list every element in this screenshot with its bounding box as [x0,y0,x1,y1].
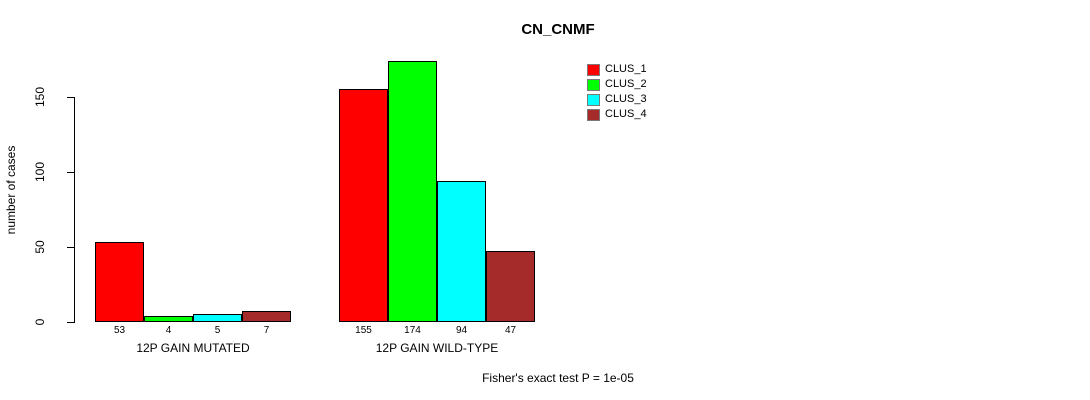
y-axis-tick-label: 150 [33,86,47,108]
bar-value-label: 47 [504,325,517,336]
legend-label: CLUS_1 [605,63,647,75]
y-axis-tick [67,97,74,98]
y-axis-tick-label: 50 [33,240,47,254]
legend-swatch-icon [587,108,600,121]
bar-clus_4-group2 [486,251,535,322]
legend: CLUS_1 CLUS_2 CLUS_3 CLUS_4 [587,62,647,122]
y-axis-tick-label: 100 [33,161,47,183]
y-axis-tick [67,247,74,248]
y-axis-tick [67,322,74,323]
bar-value-label: 4 [165,325,172,336]
bar-clus_4-group1 [242,311,291,322]
bar-clus_1-group1 [95,242,144,322]
legend-item-clus_3: CLUS_3 [587,92,647,107]
legend-item-clus_2: CLUS_2 [587,77,647,92]
category-label: 12P GAIN MUTATED [136,341,250,355]
bar-clus_2-group2 [388,61,437,322]
y-axis-label: number of cases [4,145,18,235]
legend-swatch-icon [587,93,600,106]
bar-value-label: 94 [455,325,468,336]
legend-swatch-icon [587,78,600,91]
y-axis-tick [67,172,74,173]
legend-label: CLUS_4 [605,108,647,120]
legend-item-clus_1: CLUS_1 [587,62,647,77]
legend-item-clus_4: CLUS_4 [587,107,647,122]
bar-clus_3-group1 [193,314,242,322]
bar-value-label: 53 [113,325,126,336]
category-label: 12P GAIN WILD-TYPE [375,341,499,355]
annotation-text: Fisher's exact test P = 1e-05 [482,371,634,385]
bar-value-label: 174 [404,325,421,336]
y-axis-tick-label: 0 [33,318,47,326]
bar-value-label: 5 [214,325,221,336]
y-axis-line [74,97,75,323]
bar-value-label: 7 [263,325,270,336]
bar-clus_1-group2 [339,89,388,322]
bar-value-label: 155 [355,325,372,336]
legend-label: CLUS_3 [605,93,647,105]
bar-clus_3-group2 [437,181,486,322]
legend-swatch-icon [587,63,600,76]
bar-clus_2-group1 [144,316,193,322]
chart-title: CN_CNMF [521,21,595,38]
legend-label: CLUS_2 [605,78,647,90]
